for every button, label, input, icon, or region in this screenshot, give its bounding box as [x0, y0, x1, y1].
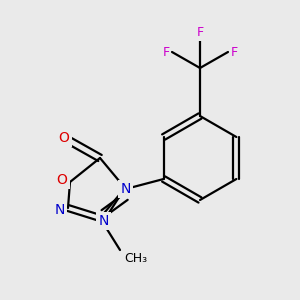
Text: CH₃: CH₃: [124, 252, 147, 265]
Text: O: O: [58, 131, 69, 145]
Text: N: N: [98, 214, 109, 228]
Text: F: F: [196, 26, 204, 40]
Text: N: N: [120, 182, 131, 196]
Text: F: F: [230, 46, 238, 59]
Text: F: F: [162, 46, 169, 59]
Text: O: O: [57, 173, 68, 187]
Text: N: N: [55, 203, 65, 217]
